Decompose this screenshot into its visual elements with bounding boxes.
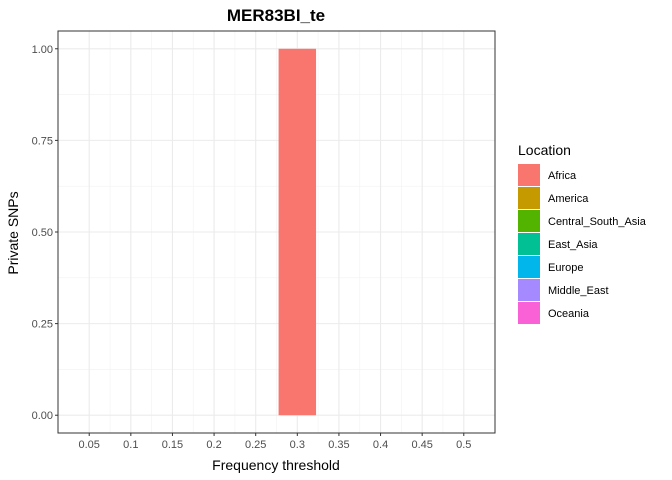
chart-title: MER83BI_te	[227, 6, 325, 25]
y-tick-label: 1.00	[32, 44, 53, 56]
y-tick-label: 0.25	[32, 319, 53, 331]
legend-key-africa	[518, 164, 540, 186]
legend-label-africa: Africa	[548, 170, 577, 182]
x-tick-label: 0.05	[79, 439, 100, 451]
y-tick-label: 0.50	[32, 227, 53, 239]
x-tick-label: 0.3	[290, 439, 305, 451]
x-tick-label: 0.1	[123, 439, 138, 451]
legend: Africa America Central_South_Asia East_Asia…	[518, 164, 647, 324]
x-axis-title: Frequency threshold	[212, 457, 340, 473]
y-axis-title: Private SNPs	[5, 191, 21, 274]
legend-key-east_asia	[518, 233, 540, 255]
legend-key-central_south_asia	[518, 210, 540, 232]
legend-label-east_asia: East_Asia	[548, 239, 598, 251]
legend-label-middle_east: Middle_East	[548, 285, 609, 297]
legend-label-america: America	[548, 193, 589, 205]
x-tick-label: 0.4	[373, 439, 388, 451]
legend-label-central_south_asia: Central_South_Asia	[548, 216, 647, 228]
x-tick-label: 0.45	[411, 439, 432, 451]
legend-title: Location	[518, 142, 571, 158]
x-tick-label: 0.15	[162, 439, 183, 451]
y-tick-label: 0.00	[32, 410, 53, 422]
bar-africa	[278, 48, 317, 416]
legend-label-oceania: Oceania	[548, 308, 590, 320]
legend-key-oceania	[518, 302, 540, 324]
x-tick-label: 0.35	[328, 439, 349, 451]
x-tick-label: 0.5	[456, 439, 471, 451]
legend-label-europe: Europe	[548, 262, 583, 274]
legend-key-middle_east	[518, 279, 540, 301]
legend-key-europe	[518, 256, 540, 278]
x-tick-label: 0.25	[245, 439, 266, 451]
legend-key-america	[518, 187, 540, 209]
plot-panel: 0.00 0.25 0.50 0.75 1.00 0.05 0.1 0.15 0.2 0.25 0.…	[32, 30, 496, 451]
x-tick-label: 0.2	[206, 439, 221, 451]
y-tick-label: 0.75	[32, 135, 53, 147]
